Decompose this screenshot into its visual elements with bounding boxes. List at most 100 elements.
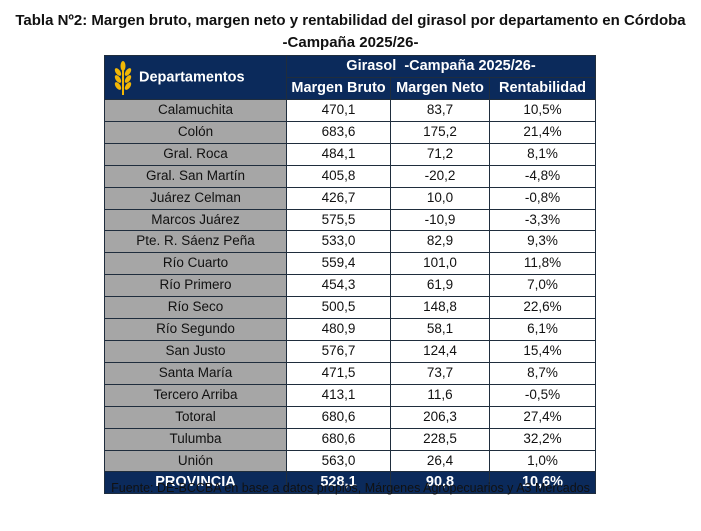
margen-bruto-cell: 413,1	[286, 383, 391, 407]
margen-neto-cell: 71,2	[390, 142, 490, 166]
margen-neto-cell: 11,6	[390, 383, 490, 407]
total-rentabilidad: 10,6%	[489, 471, 596, 495]
total-margen-neto: 90,8	[390, 471, 490, 495]
rentabilidad-cell: -3,3%	[489, 208, 596, 232]
rentabilidad-cell: 9,3%	[489, 230, 596, 254]
margen-neto-cell: 228,5	[390, 427, 490, 451]
rentabilidad-cell: -0,5%	[489, 383, 596, 407]
table-row: Tulumba 680,6 228,5 32,2%	[104, 427, 596, 451]
table-row: Calamuchita 470,1 83,7 10,5%	[104, 99, 596, 122]
rentabilidad-cell: 1,0%	[489, 449, 596, 473]
margen-neto-cell: 73,7	[390, 361, 490, 385]
margen-neto-cell: 175,2	[390, 120, 490, 144]
table-row: San Justo 576,7 124,4 15,4%	[104, 339, 596, 363]
margen-bruto-cell: 454,3	[286, 274, 391, 298]
rentabilidad-cell: 7,0%	[489, 274, 596, 298]
margen-bruto-cell: 563,0	[286, 449, 391, 473]
header-margen-bruto: Margen Bruto	[286, 77, 391, 100]
margen-neto-cell: 26,4	[390, 449, 490, 473]
department-cell: Tulumba	[104, 427, 287, 451]
header-margen-neto: Margen Neto	[390, 77, 490, 100]
department-cell: Río Seco	[104, 296, 287, 320]
margen-bruto-cell: 484,1	[286, 142, 391, 166]
department-cell: Juárez Celman	[104, 186, 287, 210]
total-label: PROVINCIA	[104, 471, 287, 495]
margen-neto-cell: 58,1	[390, 318, 490, 341]
margen-neto-cell: 148,8	[390, 296, 490, 320]
table-row: Río Seco 500,5 148,8 22,6%	[104, 296, 596, 320]
margen-bruto-cell: 533,0	[286, 230, 391, 254]
table-row: Río Segundo 480,9 58,1 6,1%	[104, 318, 596, 341]
table-row: Tercero Arriba 413,1 11,6 -0,5%	[104, 383, 596, 407]
rentabilidad-cell: -4,8%	[489, 164, 596, 188]
rentabilidad-cell: 27,4%	[489, 405, 596, 429]
total-margen-bruto: 528,1	[286, 471, 391, 495]
department-cell: Marcos Juárez	[104, 208, 287, 232]
margen-neto-cell: 101,0	[390, 252, 490, 276]
rentabilidad-cell: 8,7%	[489, 361, 596, 385]
margen-neto-cell: 10,0	[390, 186, 490, 210]
margen-bruto-cell: 480,9	[286, 318, 391, 341]
rentabilidad-cell: 11,8%	[489, 252, 596, 276]
margen-neto-cell: 206,3	[390, 405, 490, 429]
department-cell: Río Segundo	[104, 318, 287, 341]
margen-bruto-cell: 576,7	[286, 339, 391, 363]
department-cell: Totoral	[104, 405, 287, 429]
table-row: Gral. Roca 484,1 71,2 8,1%	[104, 142, 596, 166]
department-cell: Río Cuarto	[104, 252, 287, 276]
rentabilidad-cell: 15,4%	[489, 339, 596, 363]
table-row: Pte. R. Sáenz Peña 533,0 82,9 9,3%	[104, 230, 596, 254]
department-cell: Río Primero	[104, 274, 287, 298]
margen-neto-cell: 61,9	[390, 274, 490, 298]
department-cell: Unión	[104, 449, 287, 473]
margen-neto-cell: -10,9	[390, 208, 490, 232]
header-group-girasol: Girasol -Campaña 2025/26-	[286, 55, 596, 78]
margen-neto-cell: 124,4	[390, 339, 490, 363]
rentabilidad-cell: 8,1%	[489, 142, 596, 166]
department-cell: Gral. Roca	[104, 142, 287, 166]
margen-neto-cell: -20,2	[390, 164, 490, 188]
margen-bruto-cell: 575,5	[286, 208, 391, 232]
wheat-icon	[114, 61, 132, 95]
table-row: Marcos Juárez 575,5 -10,9 -3,3%	[104, 208, 596, 232]
table-row: Colón 683,6 175,2 21,4%	[104, 120, 596, 144]
table-title: Tabla Nº2: Margen bruto, margen neto y r…	[0, 10, 701, 54]
data-table: Departamentos Girasol -Campaña 2025/26- …	[104, 55, 596, 495]
department-cell: Tercero Arriba	[104, 383, 287, 407]
table-row: Totoral 680,6 206,3 27,4%	[104, 405, 596, 429]
rentabilidad-cell: 22,6%	[489, 296, 596, 320]
header-departamentos-label: Departamentos	[139, 69, 245, 86]
rentabilidad-cell: -0,8%	[489, 186, 596, 210]
source-note: Fuente: DE-BCCBA en base a datos propios…	[111, 481, 590, 495]
department-cell: Santa María	[104, 361, 287, 385]
table-row: Río Primero 454,3 61,9 7,0%	[104, 274, 596, 298]
department-cell: San Justo	[104, 339, 287, 363]
title-line-2: -Campaña 2025/26-	[282, 34, 419, 51]
margen-neto-cell: 82,9	[390, 230, 490, 254]
department-cell: Pte. R. Sáenz Peña	[104, 230, 287, 254]
table-row: Río Cuarto 559,4 101,0 11,8%	[104, 252, 596, 276]
margen-bruto-cell: 500,5	[286, 296, 391, 320]
rentabilidad-cell: 10,5%	[489, 99, 596, 122]
margen-bruto-cell: 683,6	[286, 120, 391, 144]
margen-bruto-cell: 426,7	[286, 186, 391, 210]
title-line-1: Tabla Nº2: Margen bruto, margen neto y r…	[15, 12, 686, 29]
table-row: Juárez Celman 426,7 10,0 -0,8%	[104, 186, 596, 210]
department-cell: Colón	[104, 120, 287, 144]
rentabilidad-cell: 6,1%	[489, 318, 596, 341]
table-row: Santa María 471,5 73,7 8,7%	[104, 361, 596, 385]
margen-bruto-cell: 559,4	[286, 252, 391, 276]
rentabilidad-cell: 21,4%	[489, 120, 596, 144]
rentabilidad-cell: 32,2%	[489, 427, 596, 451]
table-row: Unión 563,0 26,4 1,0%	[104, 449, 596, 473]
margen-bruto-cell: 405,8	[286, 164, 391, 188]
department-cell: Gral. San Martín	[104, 164, 287, 188]
margen-bruto-cell: 680,6	[286, 427, 391, 451]
margen-neto-cell: 83,7	[390, 99, 490, 122]
margen-bruto-cell: 470,1	[286, 99, 391, 122]
header-rentabilidad: Rentabilidad	[489, 77, 596, 100]
header-departamentos: Departamentos	[104, 55, 287, 100]
margen-bruto-cell: 471,5	[286, 361, 391, 385]
table-row: Gral. San Martín 405,8 -20,2 -4,8%	[104, 164, 596, 188]
department-cell: Calamuchita	[104, 99, 287, 122]
